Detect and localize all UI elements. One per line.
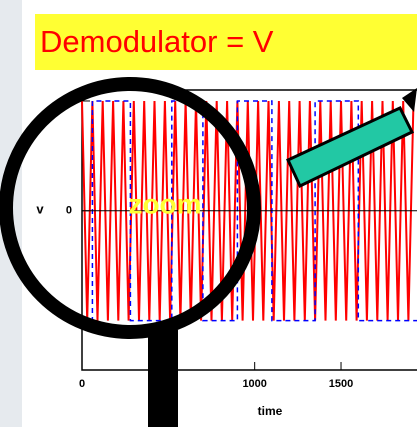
x-tick-label: 1500 (329, 378, 353, 390)
lens-handle (148, 330, 178, 427)
series-line (82, 100, 417, 322)
y-tick-label: 0 (66, 205, 72, 217)
magnifier: zoom (0, 77, 417, 427)
x-axis-label: time (258, 404, 283, 418)
x-tick-label: 0 (79, 378, 85, 390)
title-banner (35, 14, 417, 70)
lens-ring (0, 77, 261, 339)
zoom-label: zoom (128, 188, 201, 219)
arrow-head (402, 88, 417, 112)
arrow-body (286, 106, 415, 189)
y-axis-label: v (36, 201, 44, 216)
x-tick-label: 1000 (242, 378, 266, 390)
title: Demodulator = V (40, 24, 274, 59)
